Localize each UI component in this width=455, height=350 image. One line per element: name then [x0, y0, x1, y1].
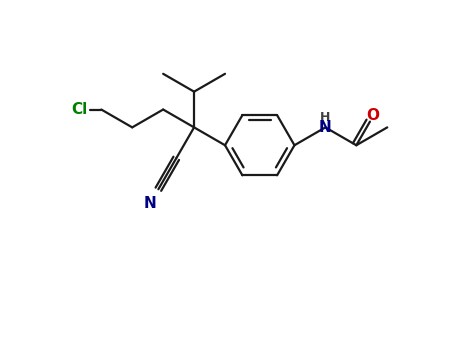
Text: Cl: Cl — [71, 102, 87, 117]
Text: O: O — [366, 108, 379, 123]
Text: H: H — [320, 111, 331, 124]
Text: N: N — [319, 120, 332, 135]
Text: N: N — [144, 196, 157, 211]
